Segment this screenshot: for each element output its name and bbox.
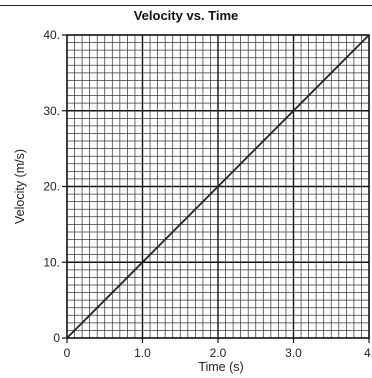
y-tick-label: 40.: [43, 28, 60, 42]
y-tick-label: 20.: [43, 180, 60, 194]
y-tick-label: 0: [53, 331, 60, 345]
x-axis-label: Time (s): [198, 360, 243, 374]
series-line: [66, 34, 370, 339]
top-rule: [0, 5, 372, 6]
x-ticks: 0 1.0 2.0 3.0 4.: [64, 338, 372, 360]
y-tick-label: 10.: [43, 255, 60, 269]
x-tick-label: 2.0: [210, 346, 227, 360]
x-tick-label: 3.0: [285, 346, 302, 360]
y-axis-label: Velocity (m/s): [13, 149, 27, 224]
x-tick-label: 0: [64, 346, 71, 360]
y-tick-label: 30.: [43, 104, 60, 118]
y-ticks: 0 10. 20. 30. 40.: [43, 28, 67, 345]
x-tick-label: 1.0: [134, 346, 151, 360]
series: [66, 34, 370, 339]
x-tick-label: 4.: [364, 346, 372, 360]
chart-title: Velocity vs. Time: [133, 8, 239, 23]
